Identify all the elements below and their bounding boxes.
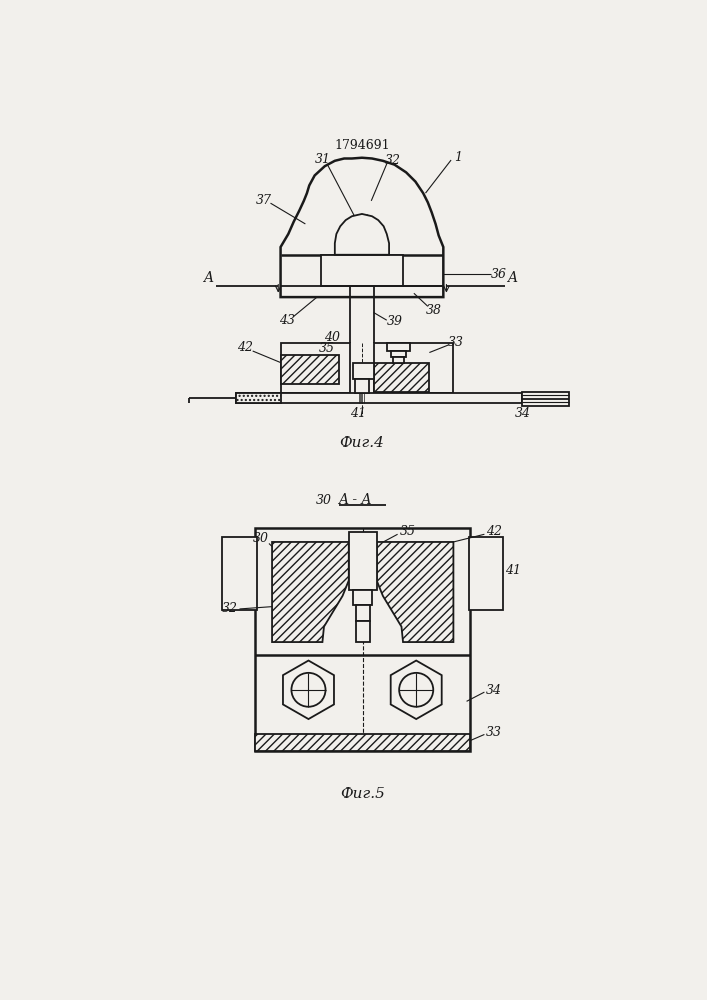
Bar xyxy=(356,620,370,642)
Bar xyxy=(355,379,369,393)
Bar xyxy=(387,343,410,351)
Circle shape xyxy=(399,673,433,707)
Polygon shape xyxy=(272,542,349,642)
Text: 41: 41 xyxy=(350,407,366,420)
Polygon shape xyxy=(283,661,334,719)
Bar xyxy=(281,355,339,384)
Text: 41: 41 xyxy=(505,564,521,577)
Text: Фиг.5: Фиг.5 xyxy=(340,787,385,801)
Bar xyxy=(255,734,470,751)
Polygon shape xyxy=(335,214,389,255)
Bar xyxy=(235,393,281,403)
Bar xyxy=(281,343,349,393)
Text: 35: 35 xyxy=(399,525,416,538)
Bar xyxy=(354,590,372,605)
Text: 34: 34 xyxy=(515,407,530,420)
Text: 34: 34 xyxy=(486,684,502,697)
Text: 31: 31 xyxy=(315,153,330,166)
Text: 37: 37 xyxy=(257,194,272,207)
Bar xyxy=(374,343,452,393)
Text: 42: 42 xyxy=(237,341,253,354)
Polygon shape xyxy=(391,661,442,719)
Bar xyxy=(356,605,370,620)
Text: 36: 36 xyxy=(491,267,507,280)
Bar xyxy=(235,393,522,403)
Bar xyxy=(321,255,403,286)
Text: 1: 1 xyxy=(454,151,462,164)
Text: 32: 32 xyxy=(222,602,238,615)
Bar xyxy=(391,351,406,357)
Text: 40: 40 xyxy=(325,331,341,344)
Text: 42: 42 xyxy=(486,525,502,538)
Polygon shape xyxy=(377,542,453,642)
Bar xyxy=(223,537,257,610)
Text: 1794691: 1794691 xyxy=(334,139,390,152)
Bar xyxy=(349,532,377,590)
Text: 30: 30 xyxy=(316,494,332,507)
Text: 32: 32 xyxy=(385,154,401,167)
Text: A: A xyxy=(508,271,518,285)
Bar xyxy=(353,363,374,379)
Text: 43: 43 xyxy=(279,314,295,327)
Bar xyxy=(255,528,470,751)
Text: 33: 33 xyxy=(486,726,502,739)
Circle shape xyxy=(291,673,325,707)
Text: 33: 33 xyxy=(448,336,464,349)
Bar xyxy=(393,357,404,363)
Bar xyxy=(469,537,503,610)
Text: A - A: A - A xyxy=(338,493,372,507)
Text: 30: 30 xyxy=(253,532,269,545)
Text: 39: 39 xyxy=(387,315,402,328)
Text: Фиг.4: Фиг.4 xyxy=(339,436,385,450)
Text: 35: 35 xyxy=(319,342,335,355)
Bar xyxy=(522,392,569,406)
Polygon shape xyxy=(281,158,443,297)
Text: 38: 38 xyxy=(426,304,442,317)
Text: A: A xyxy=(204,271,214,285)
Bar xyxy=(374,363,429,392)
